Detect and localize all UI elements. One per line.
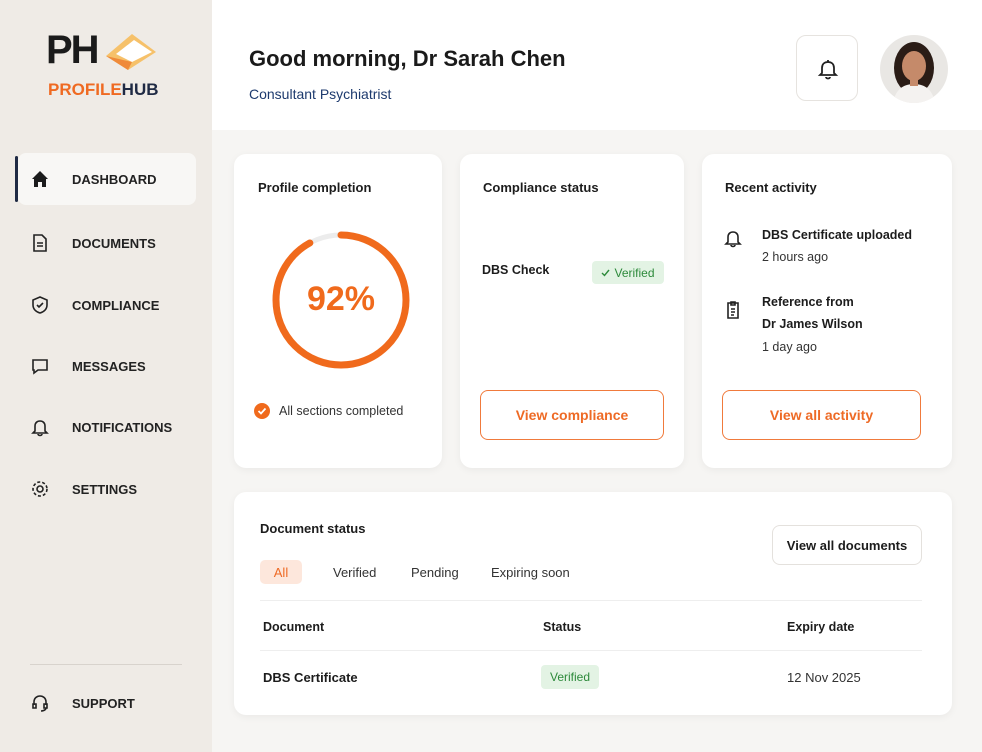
activity-text: Dr James Wilson bbox=[762, 317, 863, 331]
button-label: View all activity bbox=[769, 407, 874, 423]
icon bbox=[31, 420, 49, 437]
nav-label: COMPLIANCE bbox=[72, 297, 160, 313]
tab-label: Expiring soon bbox=[491, 564, 570, 580]
column-header: Document bbox=[263, 620, 325, 634]
logo-word: PROFILE bbox=[48, 80, 122, 99]
divider bbox=[260, 650, 922, 651]
button-label: View compliance bbox=[515, 407, 629, 423]
tab-label: Verified bbox=[333, 564, 377, 580]
role: Consultant Psychiatrist bbox=[249, 86, 392, 102]
icon bbox=[32, 296, 48, 314]
tab[interactable]: Verified bbox=[333, 560, 376, 584]
logo-word: HUB bbox=[121, 80, 159, 99]
activity-text: Reference from bbox=[762, 295, 854, 309]
card-title: Compliance status bbox=[483, 180, 599, 195]
tab-label: All bbox=[273, 564, 289, 580]
progress-ring bbox=[272, 231, 410, 369]
cell: Verified bbox=[549, 670, 591, 684]
status-badge: Verified bbox=[541, 665, 599, 689]
bell-button[interactable] bbox=[796, 35, 858, 101]
button-label: View all documents bbox=[786, 537, 908, 553]
icon bbox=[817, 60, 839, 80]
nav-label: DASHBOARD bbox=[72, 171, 157, 187]
icon bbox=[32, 171, 48, 187]
icon bbox=[32, 481, 48, 497]
nav-item[interactable]: NOTIFICATIONS bbox=[18, 401, 196, 453]
nav-label: MESSAGES bbox=[72, 358, 146, 374]
tab[interactable]: All bbox=[260, 560, 302, 584]
bell-icon bbox=[724, 231, 742, 248]
tab[interactable]: Pending bbox=[411, 560, 459, 584]
check-icon bbox=[601, 269, 611, 277]
ring-progress bbox=[272, 231, 410, 369]
greeting: Good morning, Dr Sarah Chen bbox=[249, 46, 566, 71]
nav-label: SETTINGS bbox=[72, 481, 138, 497]
tab-label: Pending bbox=[411, 564, 459, 580]
icon bbox=[32, 359, 48, 375]
logo-mark: PH bbox=[46, 28, 100, 72]
view-activity-button[interactable]: View all activity bbox=[722, 390, 921, 440]
nav-item[interactable]: DOCUMENTS bbox=[18, 217, 196, 269]
nav-item[interactable]: MESSAGES bbox=[18, 340, 196, 392]
card-title: Profile completion bbox=[258, 180, 372, 195]
completion-note: All sections completed bbox=[279, 404, 404, 418]
icon bbox=[32, 695, 48, 712]
nav-item[interactable]: SUPPORT bbox=[18, 677, 196, 729]
view-compliance-button[interactable]: View compliance bbox=[480, 390, 664, 440]
nav-item[interactable]: DASHBOARD bbox=[15, 153, 196, 205]
activity-card: Recent activity DBS Certificate uploaded… bbox=[702, 154, 952, 468]
completion-label: 92% bbox=[306, 280, 376, 318]
nav-label: DOCUMENTS bbox=[72, 235, 156, 251]
activity-time: 2 hours ago bbox=[762, 250, 829, 264]
card-title: Recent activity bbox=[725, 180, 817, 195]
profile-card: Profile completion 92% All sections comp… bbox=[234, 154, 442, 468]
cell: 12 Nov 2025 bbox=[787, 670, 861, 685]
avatar[interactable] bbox=[879, 34, 949, 104]
nav-label: NOTIFICATIONS bbox=[72, 419, 173, 435]
view-documents-button[interactable]: View all documents bbox=[772, 525, 922, 565]
tab[interactable]: Expiring soon bbox=[491, 560, 570, 584]
card-title: Document status bbox=[260, 521, 366, 536]
nav-label: SUPPORT bbox=[72, 695, 135, 711]
icon bbox=[33, 234, 47, 252]
check-icon bbox=[254, 403, 270, 419]
compliance-card: Compliance status DBS Check Verified Vie… bbox=[460, 154, 684, 468]
compliance-item: DBS Check bbox=[482, 263, 550, 277]
sidebar: PH PROFILEHUB DASHBOARD DOCUMENTS COMPLI… bbox=[0, 0, 212, 752]
column-header: Expiry date bbox=[787, 620, 855, 634]
status-text: Verified bbox=[614, 265, 655, 280]
logo-text: PROFILEHUB bbox=[48, 80, 159, 100]
nav-item[interactable]: COMPLIANCE bbox=[18, 279, 196, 331]
clipboard-icon bbox=[727, 301, 739, 319]
activity-text: DBS Certificate uploaded bbox=[762, 228, 913, 242]
logo-icon bbox=[106, 34, 156, 70]
status-badge: Verified bbox=[592, 261, 664, 284]
header: Good morning, Dr Sarah Chen Consultant P… bbox=[212, 0, 982, 130]
activity-time: 1 day ago bbox=[762, 340, 817, 354]
divider bbox=[260, 600, 922, 601]
divider bbox=[30, 664, 182, 665]
cell: DBS Certificate bbox=[263, 670, 358, 685]
nav-item[interactable]: SETTINGS bbox=[18, 463, 196, 515]
column-header: Status bbox=[543, 620, 582, 634]
